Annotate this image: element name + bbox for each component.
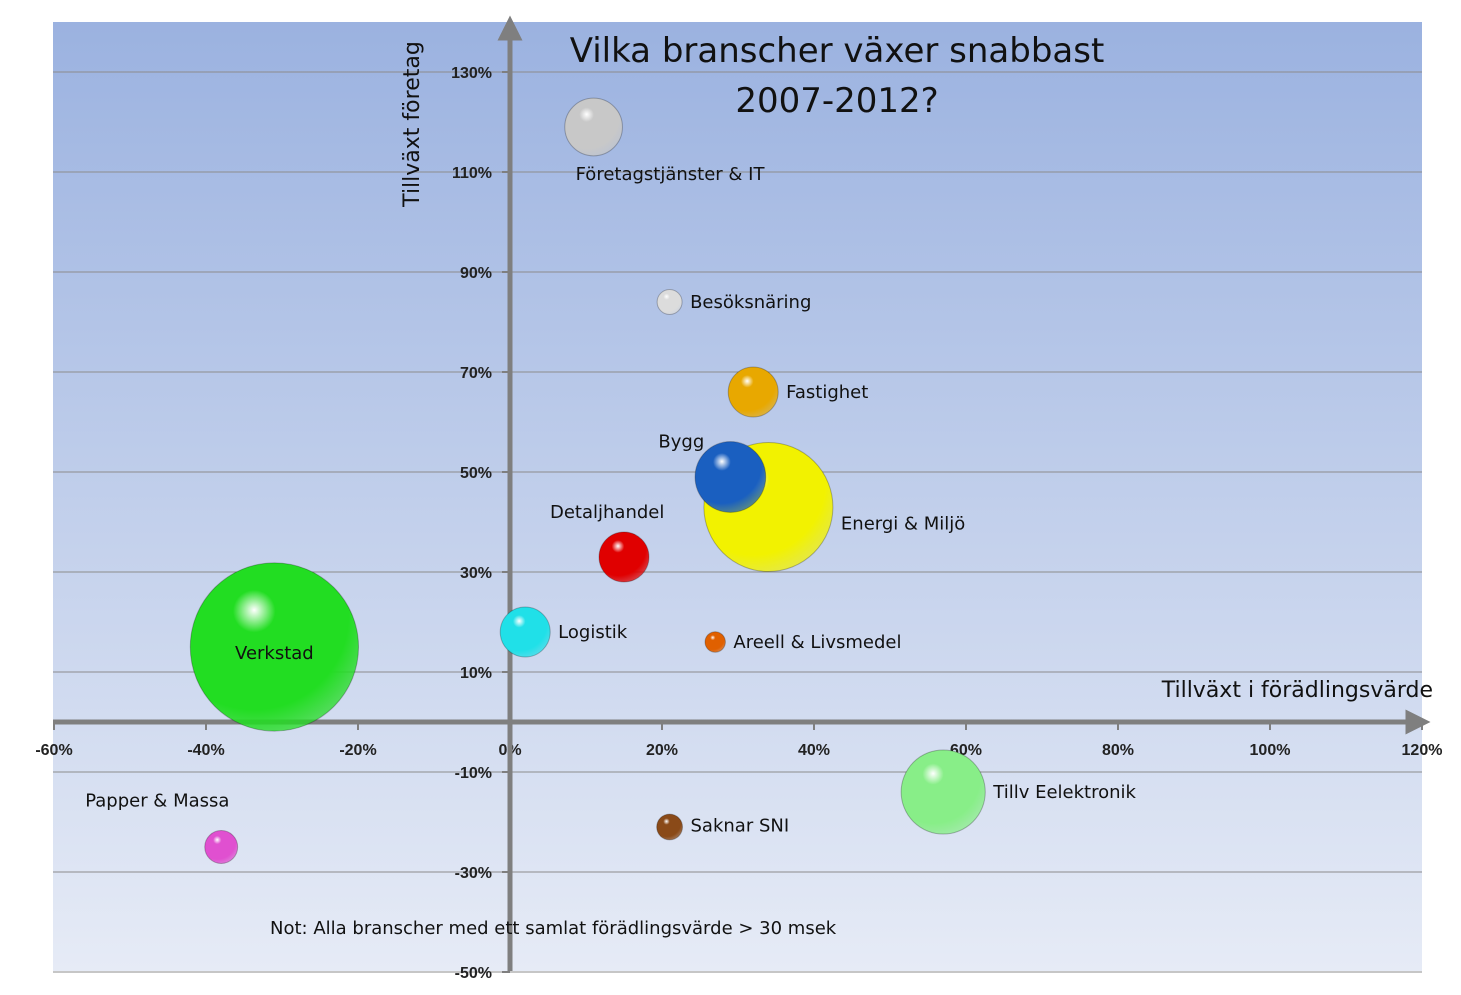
chart-title-line2: 2007-2012?: [735, 81, 938, 121]
x-tick-label-1: -40%: [187, 742, 224, 759]
y-tick-label-1: 110%: [452, 165, 492, 182]
bubble-verkstad: [189, 562, 360, 732]
bubble-tillv-eelektronik: [900, 749, 986, 835]
bubble-fastighet: [727, 366, 779, 418]
y-tick-label-3: 70%: [460, 365, 492, 382]
x-tick-label-8: 100%: [1250, 742, 1291, 759]
bubble-label-f-retagstj-nster-it: Företagstjänster & IT: [576, 164, 766, 185]
bubble-bygg: [694, 441, 767, 513]
bubble-label-bes-ksn-ring: Besöksnäring: [690, 292, 811, 313]
bubble-label-verkstad: Verkstad: [235, 643, 314, 664]
x-tick-label-0: -60%: [35, 742, 72, 759]
y-axis-title: Tillväxt företag: [400, 41, 425, 208]
chart-title-line1: Vilka branscher växer snabbast: [570, 31, 1105, 71]
x-tick-label-5: 40%: [798, 742, 830, 759]
x-tick-label-7: 80%: [1102, 742, 1134, 759]
bubble-label-logistik: Logistik: [558, 622, 628, 643]
y-tick-label-5: 30%: [460, 565, 492, 582]
bubble-label-tillv-eelektronik: Tillv Eelektronik: [992, 782, 1136, 803]
y-tick-label-2: 90%: [460, 265, 492, 282]
chart-note: Not: Alla branscher med ett samlat föräd…: [270, 918, 837, 939]
y-tick-label-9: -50%: [455, 965, 492, 982]
axes: 130% 110% 90% 70% 50% 30% 10% -10% -30% -50% -60% -…: [35, 15, 1443, 982]
bubble-label-saknar-sni: Saknar SNI: [691, 816, 790, 837]
bubble-labels: Företagstjänster & IT Besöksnäring Fastigh…: [85, 164, 1136, 837]
bubble-bes-ksn-ring: [656, 289, 683, 315]
bubble-papper-massa: [204, 830, 239, 864]
bubble-label-areell-livsmedel: Areell & Livsmedel: [733, 632, 901, 653]
x-tick-label-9: 120%: [1402, 742, 1443, 759]
bubble-label-bygg: Bygg: [658, 432, 704, 453]
bubble-areell-livsmedel: [704, 631, 726, 653]
bubble-f-retagstj-nster-it: [564, 97, 623, 157]
gridlines: [53, 71, 1422, 973]
y-tick-label-8: -30%: [455, 865, 492, 882]
y-tick-label-7: -10%: [455, 765, 492, 782]
bubble-detaljhandel: [598, 531, 650, 583]
x-tick-label-2: -20%: [339, 742, 376, 759]
x-axis-title: Tillväxt i förädlingsvärde: [1161, 678, 1433, 703]
x-tick-label-4: 20%: [646, 742, 678, 759]
bubble-label-detaljhandel: Detaljhandel: [550, 502, 664, 523]
bubble-saknar-sni: [656, 813, 684, 841]
bubble-label-fastighet: Fastighet: [786, 382, 868, 403]
bubble-label-energi-milj: Energi & Miljö: [841, 514, 965, 535]
y-tick-label-6: 10%: [460, 665, 492, 682]
y-tick-label-0: 130%: [451, 65, 492, 82]
bubble-label-papper-massa: Papper & Massa: [85, 791, 229, 812]
bubbles: [189, 97, 986, 864]
y-tick-label-4: 50%: [460, 465, 492, 482]
bubble-logistik: [499, 606, 551, 658]
